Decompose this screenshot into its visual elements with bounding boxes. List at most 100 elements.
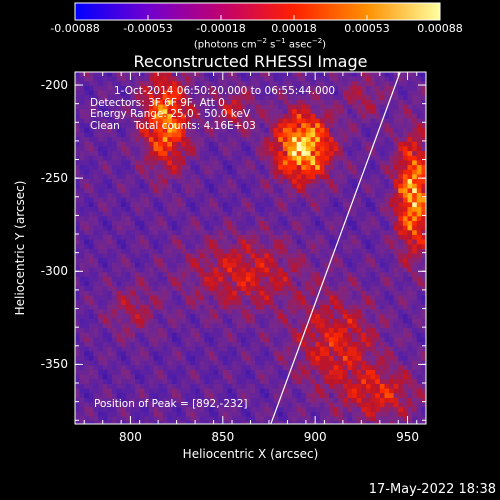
heatmap-cell: [236, 76, 242, 82]
heatmap-cell: [402, 160, 409, 166]
heatmap-cell: [292, 137, 298, 143]
heatmap-cell: [84, 337, 90, 343]
heatmap-cell: [292, 72, 298, 78]
heatmap-cell: [176, 85, 182, 92]
heatmap-cell: [93, 72, 99, 78]
heatmap-cell: [190, 216, 196, 222]
heatmap-cell: [139, 137, 145, 143]
heatmap-cell: [158, 155, 164, 162]
heatmap-cell: [250, 99, 256, 106]
heatmap-cell: [153, 202, 159, 208]
heatmap-cell: [98, 137, 104, 143]
heatmap-cell: [278, 141, 284, 148]
heatmap-cell: [181, 230, 187, 236]
heatmap-cell: [282, 81, 289, 87]
heatmap-cell: [268, 220, 275, 227]
heatmap-cell: [333, 267, 339, 273]
heatmap-cell: [315, 360, 321, 366]
heatmap-cell: [227, 72, 233, 78]
heatmap-cell: [162, 281, 168, 287]
heatmap-cell: [416, 90, 422, 96]
heatmap-cell: [185, 146, 192, 152]
heatmap-cell: [75, 174, 81, 180]
heatmap-cell: [190, 155, 196, 162]
heatmap-cell: [310, 104, 316, 110]
heatmap-cell: [407, 258, 413, 264]
heatmap-cell: [167, 104, 173, 110]
heatmap-cell: [213, 179, 219, 185]
heatmap-cell: [412, 328, 418, 334]
heatmap-cell: [167, 174, 173, 180]
heatmap-cell: [199, 137, 205, 143]
heatmap-cell: [407, 211, 413, 217]
heatmap-cell: [268, 342, 275, 348]
heatmap-cell: [245, 290, 252, 297]
heatmap-cell: [356, 95, 362, 101]
heatmap-cell: [365, 276, 372, 283]
heatmap-cell: [393, 220, 399, 227]
heatmap-cell: [333, 137, 339, 143]
heatmap-cell: [301, 356, 307, 362]
heatmap-cell: [125, 132, 132, 138]
heatmap-cell: [222, 99, 229, 106]
heatmap-cell: [342, 369, 349, 376]
heatmap-cell: [273, 211, 279, 217]
heatmap-cell: [264, 113, 270, 120]
heatmap-cell: [421, 81, 426, 87]
heatmap-cell: [342, 300, 349, 306]
heatmap-cell: [222, 290, 229, 297]
heatmap-cell: [333, 276, 339, 283]
heatmap-cell: [250, 118, 256, 124]
heatmap-cell: [282, 300, 289, 306]
heatmap-cell: [208, 230, 215, 236]
heatmap-cell: [426, 179, 431, 184]
heatmap-cell: [218, 207, 224, 213]
heatmap-cell: [84, 356, 90, 362]
heatmap-cell: [287, 286, 293, 292]
heatmap-cell: [88, 90, 95, 96]
heatmap-cell: [393, 356, 399, 362]
heatmap-cell: [389, 276, 395, 283]
heatmap-cell: [171, 253, 178, 259]
heatmap-cell: [139, 141, 145, 148]
heatmap-cell: [407, 141, 413, 148]
heatmap-cell: [185, 248, 192, 255]
heatmap-cell: [125, 365, 132, 371]
heatmap-cell: [116, 337, 122, 343]
heatmap-cell: [213, 174, 219, 180]
heatmap-cell: [75, 253, 81, 259]
heatmap-cell: [361, 360, 367, 366]
heatmap-cell: [301, 314, 307, 320]
heatmap-cell: [232, 286, 238, 292]
heatmap-cell: [199, 290, 205, 297]
heatmap-cell: [185, 118, 192, 124]
heatmap-cell: [148, 342, 155, 348]
heatmap-cell: [352, 90, 358, 96]
heatmap-cell: [356, 99, 362, 106]
heatmap-cell: [241, 309, 247, 315]
heatmap-cell: [135, 193, 141, 199]
heatmap-cell: [250, 230, 256, 236]
heatmap-cell: [305, 234, 312, 241]
heatmap-cell: [204, 132, 210, 138]
heatmap-cell: [379, 137, 386, 143]
heatmap-cell: [232, 202, 238, 208]
heatmap-cell: [199, 155, 205, 162]
heatmap-cell: [426, 230, 431, 235]
heatmap-cell: [398, 109, 404, 115]
heatmap-cell: [125, 169, 132, 176]
heatmap-cell: [305, 337, 312, 343]
heatmap-cell: [195, 72, 201, 78]
heatmap-cell: [222, 318, 229, 325]
heatmap-cell: [121, 360, 127, 366]
heatmap-cell: [407, 104, 413, 110]
heatmap-cell: [204, 365, 210, 371]
heatmap-cell: [384, 262, 390, 269]
heatmap-cell: [158, 318, 164, 325]
heatmap-cell: [158, 85, 164, 92]
heatmap-cell: [264, 248, 270, 255]
heatmap-cell: [273, 239, 279, 245]
heatmap-cell: [342, 281, 349, 287]
heatmap-cell: [329, 239, 335, 245]
heatmap-cell: [379, 262, 386, 269]
